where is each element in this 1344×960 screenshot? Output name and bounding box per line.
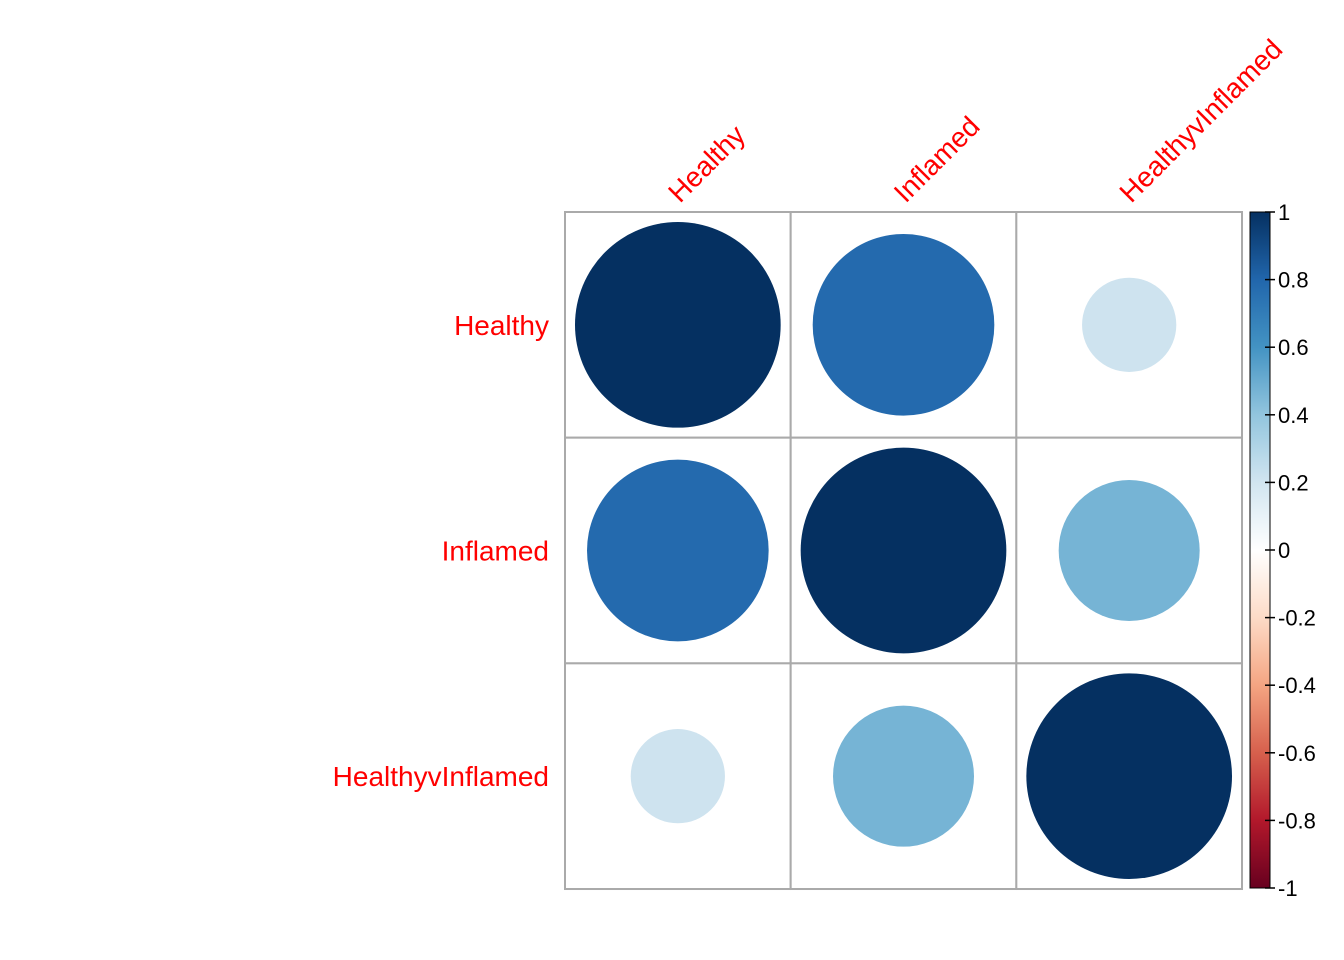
column-label: HealthyvInflamed [1113,33,1288,208]
correlation-circle-healthy-inflamed [812,234,995,416]
correlation-circle-healthyvinflamed-healthy [630,729,725,824]
correlation-circle-healthyvinflamed-healthyvinflamed [1026,673,1233,880]
column-label: Healthy [662,119,751,208]
color-legend-tick-label: -0.8 [1278,808,1316,833]
color-legend-tick-label: 0.4 [1278,403,1309,428]
correlation-circles [575,222,1233,880]
color-legend-tick-label: -0.4 [1278,673,1316,698]
color-legend-tick-label: -1 [1278,876,1298,901]
correlation-circle-healthy-healthyvinflamed [1082,277,1177,372]
color-legend-tick-label: 1 [1278,200,1290,225]
color-legend-tick-label: -0.2 [1278,606,1316,631]
row-label: Inflamed [442,536,549,567]
color-legend-tick-label: 0.6 [1278,335,1309,360]
color-legend-tick-label: 0.2 [1278,470,1309,495]
correlation-circle-healthy-healthy [575,222,781,428]
correlation-circle-inflamed-healthy [587,459,769,642]
color-legend-tick-label: 0 [1278,538,1290,563]
row-label: Healthy [454,310,549,341]
correlation-circle-inflamed-healthyvinflamed [1058,480,1200,622]
row-label: HealthyvInflamed [333,761,549,792]
column-labels: Healthy Inflamed HealthyvInflamed [662,33,1288,208]
color-legend-tick-label: -0.6 [1278,741,1316,766]
correlation-circle-healthyvinflamed-inflamed [833,705,975,847]
color-legend-tick-label: 0.8 [1278,268,1309,293]
color-legend: 1 0.8 0.6 0.4 0.2 0 -0.2 -0.4 -0.6 -0.8 -1 [1249,200,1316,901]
column-label: Inflamed [888,110,986,208]
row-labels: Healthy Inflamed HealthyvInflamed [333,310,549,792]
correlation-circle-inflamed-inflamed [800,447,1007,654]
